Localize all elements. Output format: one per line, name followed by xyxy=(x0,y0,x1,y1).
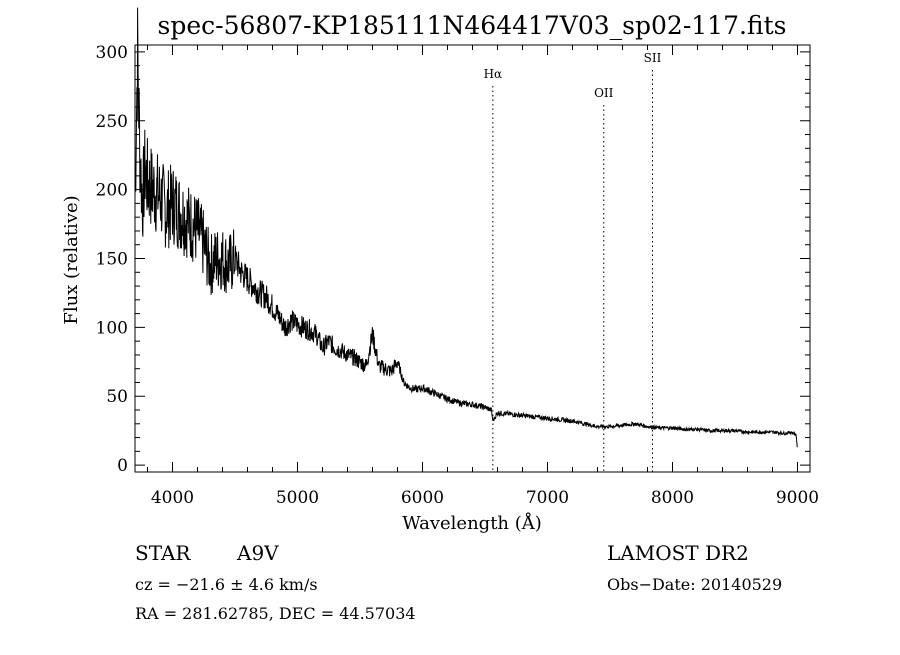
chart-title: spec-56807-KP185111N464417V03_sp02-117.f… xyxy=(158,11,787,40)
x-tick-label: 7000 xyxy=(526,488,569,508)
survey-name: LAMOST DR2 xyxy=(607,541,749,565)
y-tick-label: 100 xyxy=(96,318,128,338)
line-marker-label: Hα xyxy=(484,67,503,81)
y-axis-label: Flux (relative) xyxy=(61,195,82,324)
plot-area: Hα OII SII xyxy=(134,7,811,473)
line-marker-label: SII xyxy=(644,51,662,65)
x-tick-label: 4000 xyxy=(151,488,194,508)
y-tick-label: 300 xyxy=(96,43,128,63)
y-tick-label: 150 xyxy=(96,250,128,270)
y-tick-label: 0 xyxy=(117,456,128,476)
y-tick-label: 200 xyxy=(96,181,128,201)
x-axis-label: Wavelength (Å) xyxy=(402,512,542,534)
obs-date: Obs−Date: 20140529 xyxy=(607,575,782,594)
y-tick-label: 250 xyxy=(96,112,128,132)
x-tick-label: 9000 xyxy=(776,488,819,508)
x-tick-label: 6000 xyxy=(401,488,444,508)
y-tick-label: 50 xyxy=(106,387,128,407)
spectrum-line xyxy=(134,7,798,448)
redshift-text: cz = −21.6 ± 4.6 km/s xyxy=(135,575,318,594)
y-axis: 0 50 100 150 200 250 300 xyxy=(96,43,810,476)
x-tick-label: 5000 xyxy=(276,488,319,508)
object-class: STAR xyxy=(135,541,191,565)
ra-dec: RA = 281.62785, DEC = 44.57034 xyxy=(135,604,416,623)
line-marker-label: OII xyxy=(594,86,614,100)
object-subclass: A9V xyxy=(236,541,279,565)
x-tick-label: 8000 xyxy=(651,488,694,508)
x-axis: 4000 5000 6000 7000 8000 9000 xyxy=(147,45,819,508)
